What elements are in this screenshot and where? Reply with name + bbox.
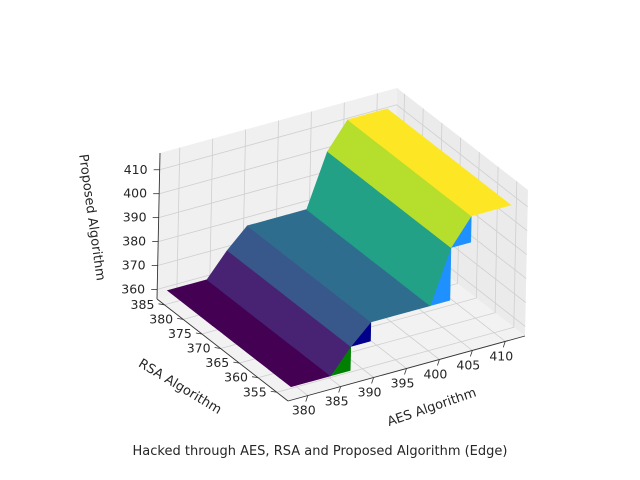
- x-tick-label: 400: [423, 366, 447, 381]
- z-tick-label: 410: [124, 162, 148, 177]
- z-tick-label: 390: [123, 210, 147, 225]
- x-tick-label: 395: [391, 376, 415, 391]
- y-tick-label: 375: [168, 326, 192, 341]
- z-tick-label: 370: [122, 257, 146, 272]
- z-tick-label: 380: [122, 234, 146, 249]
- y-tick-label: 355: [243, 384, 267, 399]
- x-tick-label: 380: [292, 403, 316, 418]
- x-tick-label: 385: [325, 394, 349, 409]
- figure-caption: Hacked through AES, RSA and Proposed Alg…: [133, 444, 508, 459]
- z-axis-label: Proposed Algorithm: [75, 153, 108, 282]
- y-tick-label: 365: [205, 355, 229, 370]
- z-tick-label: 360: [121, 281, 145, 296]
- y-tick-label: 370: [187, 341, 211, 356]
- y-tick-label: 360: [224, 370, 248, 385]
- x-tick-label: 390: [358, 385, 382, 400]
- x-axis-label: AES Algorithm: [385, 385, 478, 430]
- z-tick-label: 400: [123, 186, 147, 201]
- x-tick-label: 405: [456, 357, 480, 372]
- y-tick-label: 385: [131, 297, 155, 312]
- x-tick-label: 410: [489, 348, 513, 363]
- y-tick-label: 380: [149, 311, 173, 326]
